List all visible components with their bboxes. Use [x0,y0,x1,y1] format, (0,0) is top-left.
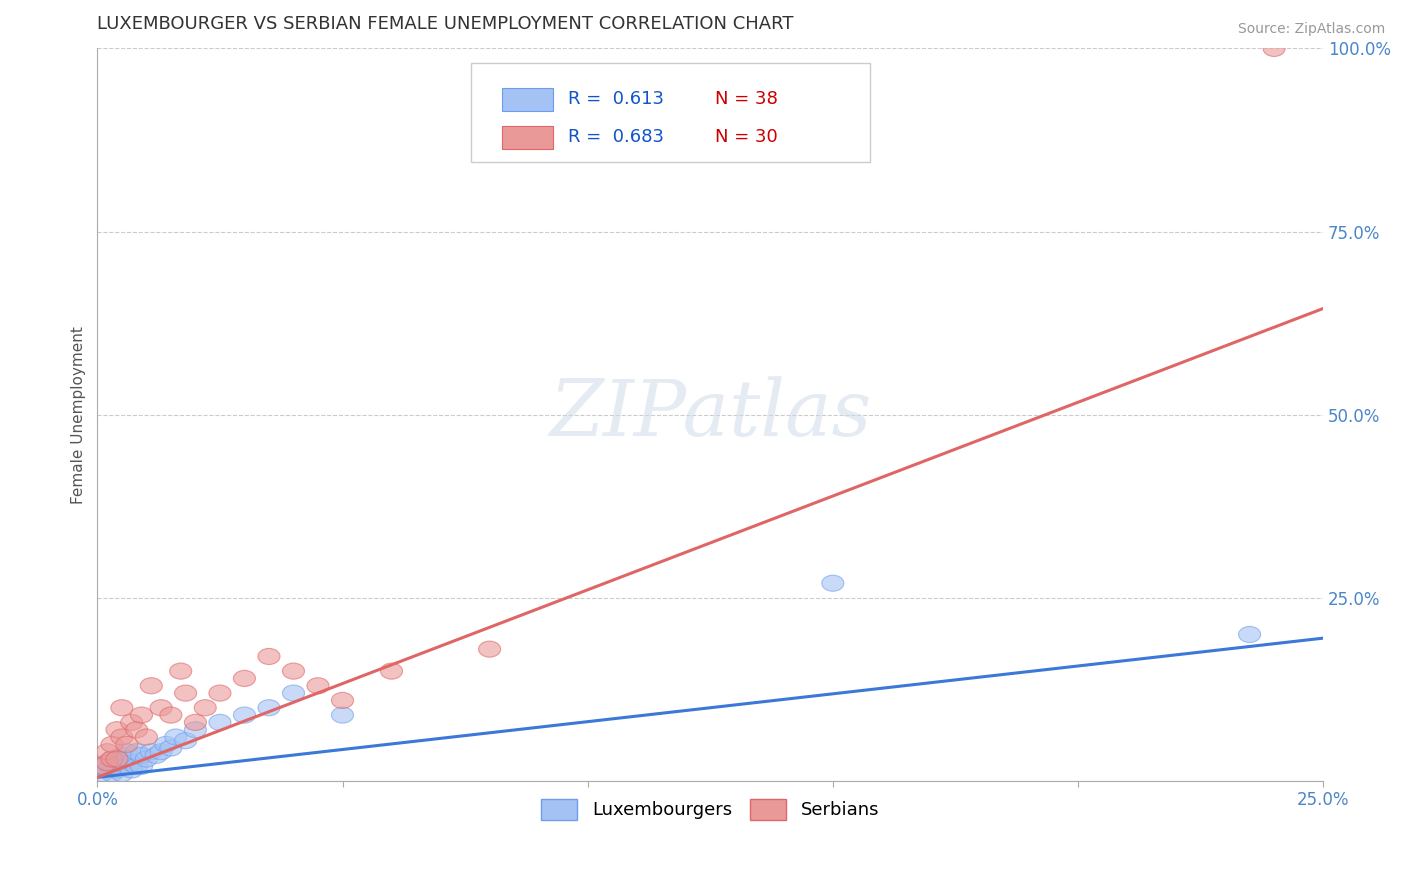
Ellipse shape [145,747,167,764]
Ellipse shape [101,765,124,781]
Ellipse shape [135,751,157,767]
Ellipse shape [307,678,329,694]
Ellipse shape [184,722,207,738]
FancyBboxPatch shape [502,126,554,149]
Ellipse shape [332,692,353,708]
Ellipse shape [111,765,134,781]
Ellipse shape [105,762,128,778]
Ellipse shape [194,699,217,715]
FancyBboxPatch shape [502,87,554,112]
Ellipse shape [209,685,231,701]
Ellipse shape [131,758,152,774]
Ellipse shape [96,755,118,771]
Y-axis label: Female Unemployment: Female Unemployment [72,326,86,504]
Ellipse shape [105,751,128,767]
Ellipse shape [257,699,280,715]
Ellipse shape [96,755,118,771]
Text: R =  0.613: R = 0.613 [568,90,664,109]
Ellipse shape [821,575,844,591]
Ellipse shape [125,744,148,760]
FancyBboxPatch shape [471,63,869,162]
Ellipse shape [125,758,148,774]
Ellipse shape [111,699,134,715]
Text: R =  0.683: R = 0.683 [568,128,664,146]
Ellipse shape [121,714,142,731]
Ellipse shape [160,707,181,723]
Text: N = 38: N = 38 [716,90,778,109]
Ellipse shape [96,744,118,760]
Ellipse shape [170,663,191,679]
Ellipse shape [96,762,118,778]
Ellipse shape [101,736,124,753]
Ellipse shape [105,751,128,767]
Ellipse shape [174,685,197,701]
Ellipse shape [101,751,124,767]
Ellipse shape [381,663,402,679]
Ellipse shape [1263,40,1285,56]
Ellipse shape [184,714,207,731]
Ellipse shape [105,758,128,774]
Ellipse shape [121,762,142,778]
Ellipse shape [150,744,172,760]
Ellipse shape [332,707,353,723]
Ellipse shape [111,729,134,745]
Ellipse shape [111,747,134,764]
Ellipse shape [125,722,148,738]
Ellipse shape [101,751,124,767]
Ellipse shape [141,744,162,760]
Ellipse shape [283,663,305,679]
Ellipse shape [131,747,152,764]
Ellipse shape [233,707,256,723]
Text: ZIPatlas: ZIPatlas [550,376,872,453]
Ellipse shape [141,678,162,694]
Text: N = 30: N = 30 [716,128,778,146]
Ellipse shape [257,648,280,665]
Ellipse shape [160,740,181,756]
Ellipse shape [131,707,152,723]
Ellipse shape [105,722,128,738]
Ellipse shape [233,671,256,687]
Ellipse shape [115,736,138,753]
Ellipse shape [115,744,138,760]
Ellipse shape [478,641,501,657]
Ellipse shape [283,685,305,701]
Text: LUXEMBOURGER VS SERBIAN FEMALE UNEMPLOYMENT CORRELATION CHART: LUXEMBOURGER VS SERBIAN FEMALE UNEMPLOYM… [97,15,794,33]
Legend: Luxembourgers, Serbians: Luxembourgers, Serbians [534,791,886,827]
Ellipse shape [115,758,138,774]
Ellipse shape [121,755,142,771]
Ellipse shape [111,755,134,771]
Ellipse shape [115,751,138,767]
Ellipse shape [155,736,177,753]
Text: Source: ZipAtlas.com: Source: ZipAtlas.com [1237,22,1385,37]
Ellipse shape [135,729,157,745]
Ellipse shape [1239,626,1261,642]
Ellipse shape [150,699,172,715]
Ellipse shape [91,758,114,774]
Ellipse shape [91,758,114,774]
Ellipse shape [101,758,124,774]
Ellipse shape [174,732,197,748]
Ellipse shape [165,729,187,745]
Ellipse shape [91,765,114,781]
Ellipse shape [209,714,231,731]
